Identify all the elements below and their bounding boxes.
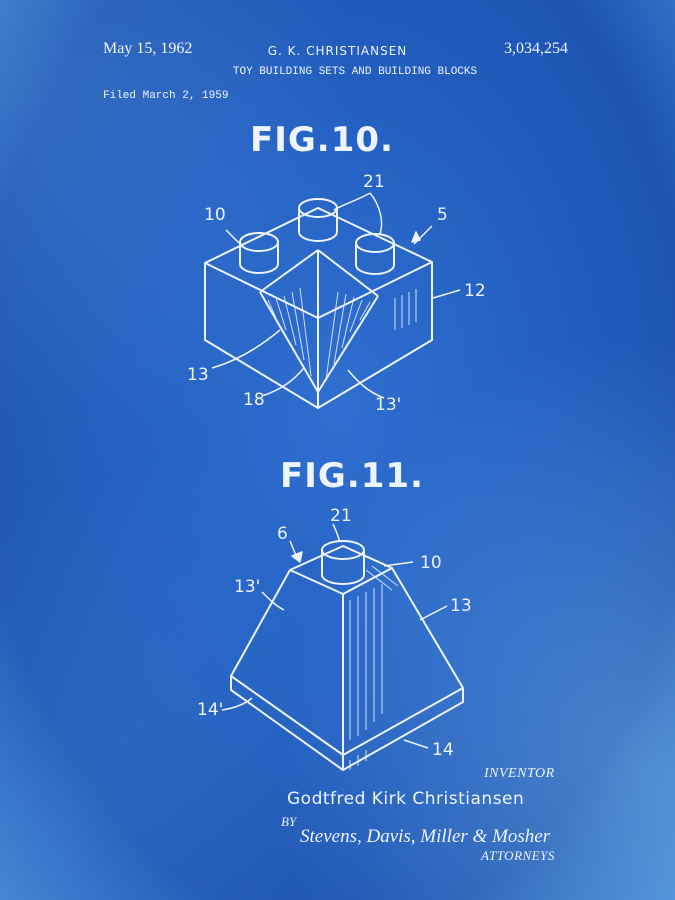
by-label: BY <box>281 814 296 830</box>
inventor-full-name: Godtfred Kirk Christiansen <box>287 789 524 809</box>
attorneys-label: ATTORNEYS <box>481 848 555 864</box>
fig11-ref-14-prime: 14' <box>197 700 223 720</box>
fig11-ref-21: 21 <box>330 506 352 526</box>
fig11-ref-10: 10 <box>420 553 442 573</box>
fig11-ref-14: 14 <box>432 740 454 760</box>
fig11-base <box>231 676 463 770</box>
fig11-ref-13: 13 <box>450 596 472 616</box>
attorney-signature: Stevens, Davis, Miller & Mosher <box>300 826 550 848</box>
fig11-right-slope <box>343 568 463 755</box>
fig11-left-slope <box>231 570 343 755</box>
fig11-ref-13-prime: 13' <box>234 577 260 597</box>
fig11-stud <box>322 541 364 584</box>
fig11-hatching <box>350 566 398 770</box>
fig11-ref-6: 6 <box>277 524 288 544</box>
inventor-label: INVENTOR <box>484 766 555 782</box>
